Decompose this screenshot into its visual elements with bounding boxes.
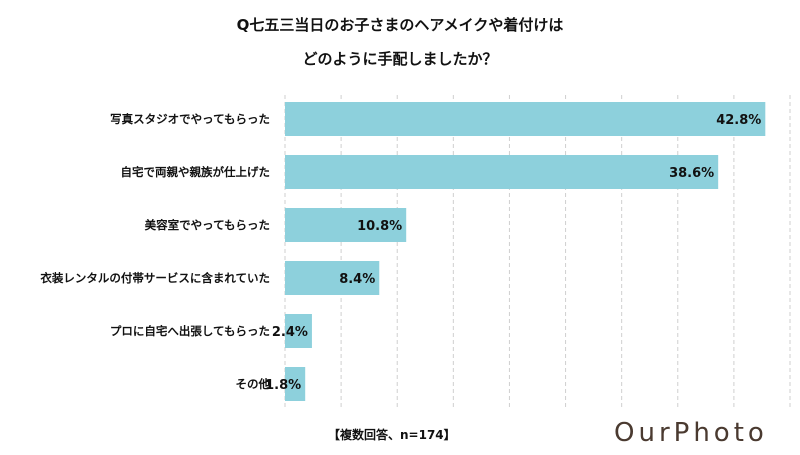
value-label: 42.8% [716,113,761,128]
value-label: 10.8% [357,219,402,234]
bar [285,314,312,348]
category-label: プロに自宅へ出張してもらった [110,324,270,338]
bar [285,261,380,295]
category-label: 写真スタジオでやってもらった [110,112,270,126]
ourphoto-logo: OurPhoto [614,418,768,448]
chart-title: Q七五三当日のお子さまのヘアメイクや着付けは [236,16,564,34]
category-label: 自宅で両親や親族が仕上げた [121,165,271,179]
value-label: 1.8% [265,378,301,393]
category-label: その他 [236,377,271,391]
sample-note: 【複数回答、n=174】 [328,428,456,442]
chart-title-line2: どのように手配しましたか？ [302,50,498,68]
bar [285,367,306,401]
bar [285,102,766,136]
category-label: 衣装レンタルの付帯サービスに含まれていた [40,271,270,285]
value-label: 38.6% [669,166,714,181]
bar [285,155,719,189]
bar [285,208,407,242]
category-label: 美容室でやってもらった [145,218,270,232]
value-label: 2.4% [272,325,308,340]
value-label: 8.4% [339,272,375,287]
